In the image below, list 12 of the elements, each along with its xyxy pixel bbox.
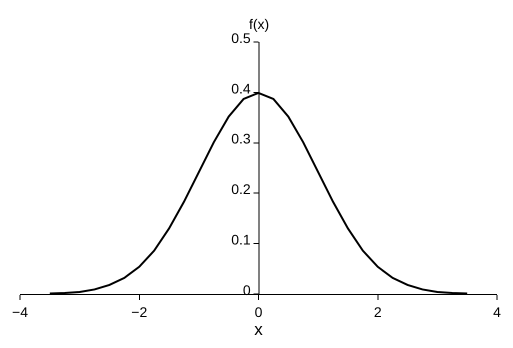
x-tick-label: 0: [254, 304, 263, 320]
x-tick-label: −4: [12, 304, 28, 320]
y-tick-label: 0.1: [231, 232, 251, 248]
y-axis-title: f(x): [249, 16, 270, 32]
y-tick-label: 0.4: [231, 80, 251, 96]
x-tick-label: 4: [493, 304, 502, 320]
x-tick-label: −2: [131, 304, 148, 320]
y-tick-label: 0.2: [231, 181, 251, 198]
y-tick-label: 0.5: [231, 30, 251, 46]
x-tick-label: 2: [374, 304, 382, 320]
x-axis-title: x: [254, 320, 264, 340]
y-tick-label: 0.3: [231, 130, 251, 147]
